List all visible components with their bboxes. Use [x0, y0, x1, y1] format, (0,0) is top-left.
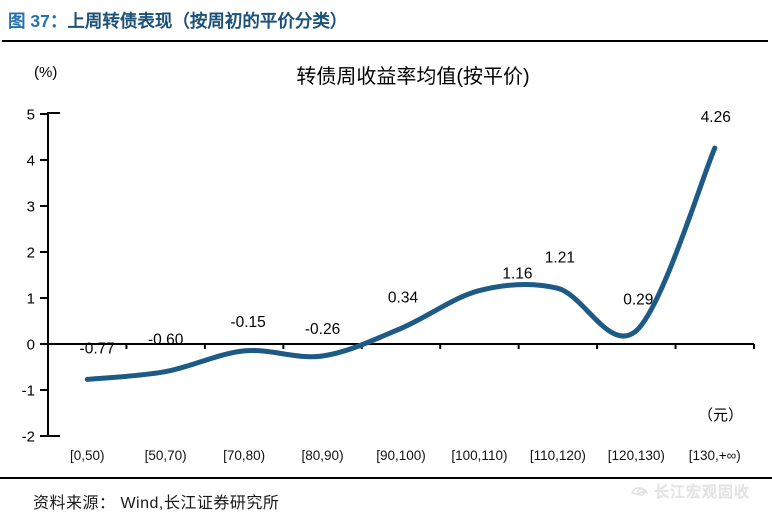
category-label: [100,110): [451, 448, 507, 463]
publisher-watermark: 长江宏观固收: [631, 481, 750, 502]
y-tick-label: 0: [27, 337, 35, 354]
data-label: -0.15: [230, 314, 265, 331]
category-label: [50,70): [145, 448, 187, 463]
y-tick-label: -1: [22, 383, 35, 400]
header-divider: [2, 40, 768, 42]
series-line: [84, 145, 718, 382]
category-label: [0,50): [70, 448, 105, 463]
category-label: [120,130): [608, 448, 665, 463]
figure-header: 图 37：上周转债表现（按周初的平价分类）: [8, 8, 768, 34]
data-label: -0.60: [148, 332, 184, 349]
category-label: [70,80): [223, 448, 265, 463]
data-label: 4.26: [701, 109, 731, 126]
category-label: [90,100): [376, 448, 426, 463]
footer-divider: [0, 477, 772, 479]
y-tick-label: -2: [22, 429, 35, 446]
changjiang-logo-icon: [631, 486, 649, 496]
chart-title: 转债周收益率均值(按平价): [296, 66, 530, 88]
figure-number: 图 37：: [8, 11, 68, 31]
category-label: [80,90): [302, 448, 344, 463]
source-note: 资料来源： Wind,长江证券研究所: [33, 495, 280, 512]
data-label: 0.29: [623, 292, 653, 309]
data-label: -0.77: [80, 340, 115, 357]
data-label: 1.21: [545, 249, 575, 266]
data-label: 0.34: [388, 289, 419, 306]
data-label: -0.26: [305, 321, 340, 338]
category-label: [130,+∞): [689, 448, 741, 463]
data-label: 1.16: [502, 266, 532, 283]
y-axis-unit-label: (%): [34, 64, 58, 81]
figure-title: 上周转债表现（按周初的平价分类）: [67, 11, 348, 31]
category-label: [110,120): [530, 448, 586, 463]
watermark-text: 长江宏观固收: [653, 484, 750, 501]
y-tick-label: 3: [27, 199, 35, 216]
y-tick-label: 1: [27, 291, 35, 308]
y-tick-label: 2: [27, 245, 35, 262]
y-tick-label: 5: [27, 107, 35, 124]
x-axis-unit-label: （元）: [698, 407, 744, 424]
y-tick-label: 4: [27, 153, 35, 170]
